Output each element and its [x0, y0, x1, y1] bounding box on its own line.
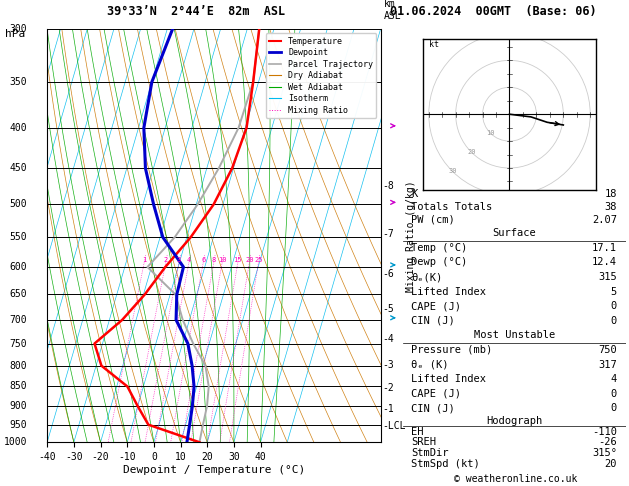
Text: StmDir: StmDir: [411, 448, 449, 458]
Text: -8: -8: [382, 181, 394, 191]
Text: -110: -110: [592, 427, 617, 436]
Text: Lifted Index: Lifted Index: [411, 374, 486, 384]
Text: SREH: SREH: [411, 437, 437, 447]
Text: 20: 20: [604, 459, 617, 469]
Text: Hodograph: Hodograph: [486, 416, 542, 426]
Text: 850: 850: [9, 382, 27, 392]
Text: © weatheronline.co.uk: © weatheronline.co.uk: [454, 473, 577, 484]
Text: 10: 10: [486, 130, 495, 136]
Text: Lifted Index: Lifted Index: [411, 287, 486, 296]
Text: 4: 4: [611, 374, 617, 384]
Text: K: K: [411, 189, 418, 199]
Text: 750: 750: [9, 339, 27, 348]
Text: 317: 317: [598, 360, 617, 369]
Text: 38: 38: [604, 202, 617, 211]
Text: 950: 950: [9, 419, 27, 430]
Text: 900: 900: [9, 401, 27, 411]
Legend: Temperature, Dewpoint, Parcel Trajectory, Dry Adiabat, Wet Adiabat, Isotherm, Mi: Temperature, Dewpoint, Parcel Trajectory…: [265, 34, 376, 118]
Text: 550: 550: [9, 232, 27, 242]
Text: 400: 400: [9, 123, 27, 133]
Text: 350: 350: [9, 77, 27, 87]
Text: CAPE (J): CAPE (J): [411, 301, 462, 311]
Text: 0: 0: [611, 403, 617, 413]
Text: 10: 10: [218, 257, 226, 263]
Text: CIN (J): CIN (J): [411, 316, 455, 326]
Text: -5: -5: [382, 304, 394, 314]
Text: 3: 3: [177, 257, 181, 263]
Text: 30: 30: [448, 168, 457, 174]
Text: 450: 450: [9, 163, 27, 174]
Text: 17.1: 17.1: [592, 243, 617, 253]
Text: 5: 5: [611, 287, 617, 296]
Text: θₑ (K): θₑ (K): [411, 360, 449, 369]
Text: 39°33’N  2°44’E  82m  ASL: 39°33’N 2°44’E 82m ASL: [107, 5, 285, 18]
Text: 20: 20: [245, 257, 253, 263]
Text: Surface: Surface: [493, 228, 536, 238]
Text: 18: 18: [604, 189, 617, 199]
Text: 01.06.2024  00GMT  (Base: 06): 01.06.2024 00GMT (Base: 06): [390, 5, 596, 18]
Text: 6: 6: [201, 257, 205, 263]
Text: 600: 600: [9, 262, 27, 272]
Text: -LCL: -LCL: [382, 421, 406, 432]
Text: 15: 15: [233, 257, 242, 263]
Text: 0: 0: [611, 316, 617, 326]
Text: 315: 315: [598, 272, 617, 282]
X-axis label: Dewpoint / Temperature (°C): Dewpoint / Temperature (°C): [123, 465, 305, 475]
Text: 2.07: 2.07: [592, 214, 617, 225]
Text: StmSpd (kt): StmSpd (kt): [411, 459, 481, 469]
Text: Most Unstable: Most Unstable: [474, 330, 555, 340]
Text: -3: -3: [382, 360, 394, 370]
Text: -26: -26: [598, 437, 617, 447]
Text: 315°: 315°: [592, 448, 617, 458]
Text: CAPE (J): CAPE (J): [411, 389, 462, 399]
Text: 800: 800: [9, 361, 27, 371]
Text: 750: 750: [598, 345, 617, 355]
Text: 1000: 1000: [4, 437, 27, 447]
Text: 300: 300: [9, 24, 27, 34]
Text: 0: 0: [611, 389, 617, 399]
Text: EH: EH: [411, 427, 424, 436]
Text: -1: -1: [382, 404, 394, 414]
Text: 1: 1: [142, 257, 146, 263]
Text: Dewp (°C): Dewp (°C): [411, 258, 468, 267]
Text: 4: 4: [187, 257, 191, 263]
Text: θₑ(K): θₑ(K): [411, 272, 443, 282]
Text: -7: -7: [382, 229, 394, 239]
Text: Totals Totals: Totals Totals: [411, 202, 493, 211]
Text: 12.4: 12.4: [592, 258, 617, 267]
Text: hPa: hPa: [5, 29, 25, 39]
Text: Pressure (mb): Pressure (mb): [411, 345, 493, 355]
Text: 0: 0: [611, 301, 617, 311]
Text: 500: 500: [9, 199, 27, 209]
Text: kt: kt: [429, 40, 439, 49]
Text: PW (cm): PW (cm): [411, 214, 455, 225]
Text: CIN (J): CIN (J): [411, 403, 455, 413]
Text: Mixing Ratio (g/kg): Mixing Ratio (g/kg): [406, 180, 416, 292]
Text: 650: 650: [9, 290, 27, 299]
Text: 700: 700: [9, 315, 27, 325]
Text: -2: -2: [382, 382, 394, 393]
Text: 20: 20: [467, 149, 476, 155]
Text: 2: 2: [164, 257, 168, 263]
Text: km
ASL: km ASL: [384, 0, 401, 21]
Text: 8: 8: [211, 257, 216, 263]
Text: -4: -4: [382, 334, 394, 344]
Text: -6: -6: [382, 269, 394, 279]
Text: 25: 25: [254, 257, 263, 263]
Text: Temp (°C): Temp (°C): [411, 243, 468, 253]
